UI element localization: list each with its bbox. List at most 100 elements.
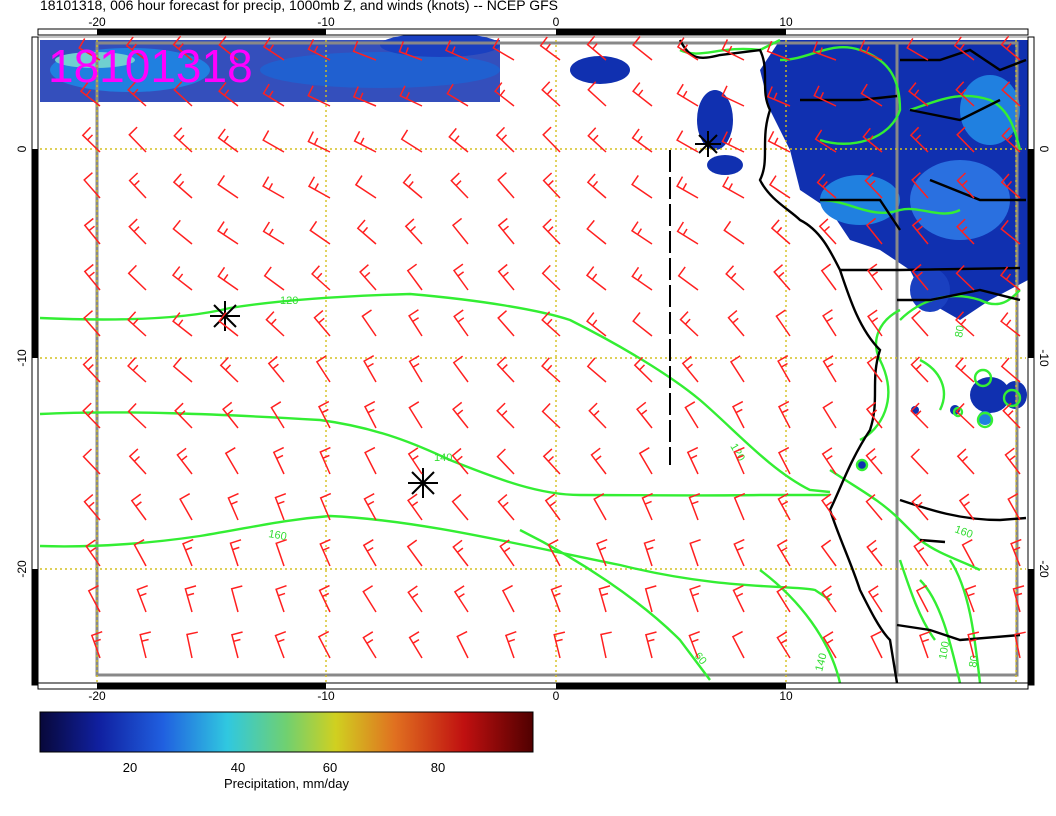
wind-barb [586,357,607,383]
wind-barb [408,631,423,659]
wind-barb [684,401,699,429]
wind-barb [262,176,285,199]
wind-barb [172,219,193,245]
wind-barb [1004,447,1021,475]
wind-barb [814,129,837,153]
wind-barb [820,263,837,291]
wind-barb [453,585,469,613]
wind-barb [364,446,377,475]
wind-barb [446,83,469,107]
wind-barb [354,175,377,199]
wind-barb [496,402,515,429]
wind-barb [218,312,239,337]
date-stamp: 18101318 [48,40,253,92]
tick-label: -20 [88,15,106,29]
wind-barb [128,448,147,475]
wind-barb [311,265,331,291]
wind-barb [179,493,193,521]
wind-barb [587,81,607,107]
wind-barb [217,128,239,153]
wind-barb [821,585,837,613]
wind-barb [184,585,197,613]
wind-barb [822,401,837,429]
wind-barb [1001,127,1021,153]
wind-barb [398,41,423,61]
wind-barb [821,493,837,521]
wind-barb [865,217,883,245]
wind-barb [768,175,791,199]
wind-barb [402,173,423,199]
wind-barb [955,311,975,337]
wind-barb [128,126,147,153]
wind-barb [496,448,515,475]
wind-barb [363,400,377,429]
wind-barb [497,263,515,291]
wind-barb [913,539,929,567]
tick-label: 0 [1037,146,1051,153]
wind-barb [267,355,285,383]
wind-barb [732,584,745,613]
wind-barb [275,584,287,613]
wind-barb [867,309,883,337]
wind-barb [262,83,285,107]
wind-barb [317,630,331,659]
wind-barb [587,127,607,153]
wind-barb [451,447,469,475]
wind-barb [866,263,883,291]
wind-barb [172,312,193,337]
wind-barb [722,176,745,199]
wind-barb [919,630,931,659]
contour-label: 80 [967,654,981,668]
wind-barb [860,83,883,107]
wind-barb [632,312,653,337]
wind-barb [227,492,239,521]
wind-barb [219,356,239,383]
wind-barb [171,266,193,291]
tick-label: -10 [1037,349,1051,367]
wind-barb [78,38,101,61]
wind-barb [915,584,929,613]
wind-barb [586,35,607,61]
wind-barb [636,401,653,429]
wind-barb [544,493,561,521]
asterisk-marker [408,468,438,498]
wind-barb [598,585,611,613]
wind-barb [362,585,377,613]
wind-barb [400,129,423,153]
wind-barb [319,492,332,521]
wind-barb [908,82,929,107]
wind-barb [542,218,561,245]
x-axis-ticks-top: -20 -10 0 10 [88,15,793,29]
wind-barb [953,36,975,61]
colorbar-tick: 60 [322,760,338,775]
wind-barb [352,86,377,107]
wind-barb [631,266,653,291]
wind-barb [497,217,515,245]
wind-barb [967,631,980,659]
wind-barb [1001,81,1021,107]
contour-label: 160 [267,528,287,543]
wind-barb [492,38,515,61]
wind-barb [954,357,975,383]
wind-barb [676,83,699,107]
wind-barb [813,85,837,107]
wind-barb [630,221,653,245]
wind-barb [820,539,837,567]
wind-barb [174,402,193,429]
wind-barb [125,36,147,61]
wind-barb [767,130,791,153]
wind-barb [906,38,929,61]
wind-barb [910,402,929,429]
wind-barb [541,264,561,291]
wind-barb [173,81,193,107]
wind-barb [83,172,101,199]
wind-barb [307,85,331,107]
wind-barb [1000,312,1021,337]
contour-label: 120 [280,295,298,307]
wind-barb [352,40,377,61]
wind-barb [408,401,423,429]
wind-barb [82,356,101,383]
wind-barb [676,176,699,199]
wind-barb [721,39,745,61]
wind-barb [218,35,239,61]
